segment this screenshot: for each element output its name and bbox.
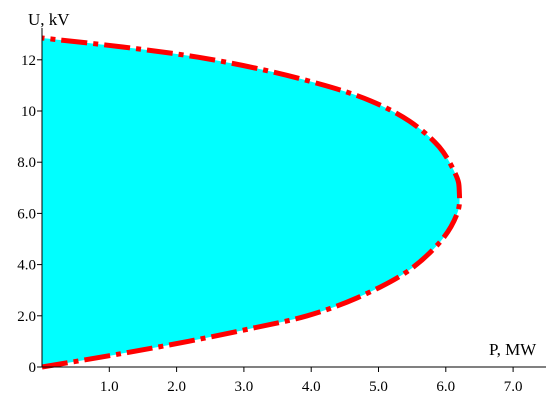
y-tick-label: 0 [29,360,37,376]
y-tick-label: 12 [21,53,36,69]
ticks: 1.0 2.0 3.0 4.0 5.0 6.0 7.0 0 2.0 4.0 6.0 8.0 10 12 [17,53,522,395]
feasible-region-layer [41,35,463,370]
x-tick-label: 6.0 [436,379,455,395]
boundary-series-line [41,35,463,370]
x-tick-label: 1.0 [100,379,119,395]
axes [41,28,546,368]
y-tick-label: 8.0 [17,155,36,171]
y-tick-label: 2.0 [17,309,36,325]
x-tick-label: 4.0 [302,379,321,395]
x-tick-label: 7.0 [504,379,523,395]
y-tick-label: 4.0 [17,258,36,274]
y-tick-label: 6.0 [17,206,36,222]
x-axis-title: P, MW [489,340,537,359]
x-tick-label: 2.0 [167,379,186,395]
y-tick-label: 10 [21,104,36,120]
feasible-region-fill [42,38,460,367]
x-tick-label: 3.0 [235,379,254,395]
y-axis-title: U, kV [28,10,70,29]
x-tick-label: 5.0 [369,379,388,395]
